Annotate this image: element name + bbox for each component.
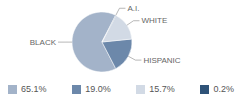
- svg-text:BLACK: BLACK: [30, 38, 57, 47]
- svg-text:HISPANIC: HISPANIC: [143, 56, 180, 65]
- html-text:65.1%: 65.1%: [21, 84, 47, 94]
- html-text:15.7%: 15.7%: [149, 84, 175, 94]
- svg-text:A.I.: A.I.: [127, 4, 139, 13]
- svg-text:WHITE: WHITE: [141, 16, 167, 25]
- html-text:0.2%: 0.2%: [213, 84, 234, 94]
- html-text:19.0%: 19.0%: [85, 84, 111, 94]
